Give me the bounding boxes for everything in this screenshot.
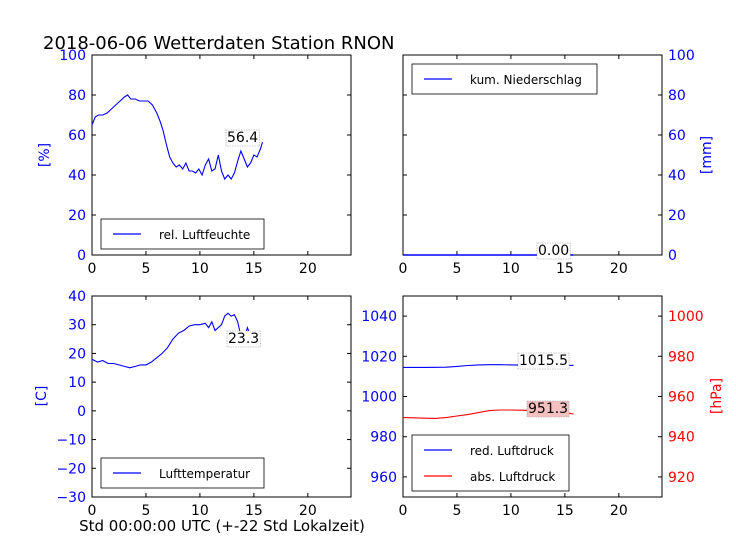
- y-tick-label: 980: [668, 349, 695, 365]
- y-tick-label: 1000: [361, 390, 397, 406]
- y-axis-label: [hPa]: [709, 378, 725, 414]
- y-tick-label: 10: [68, 375, 86, 391]
- value-label-abs-pressure-box: [526, 400, 570, 418]
- x-tick-label: 20: [299, 503, 317, 519]
- y-tick-label: 80: [68, 88, 86, 104]
- y-tick-label: 1020: [361, 349, 397, 365]
- series-line-humidity: [91, 94, 264, 181]
- plot-frame: [91, 54, 352, 256]
- value-label-abs-pressure: 951.3: [528, 401, 568, 417]
- value-label-humidity: 56.4: [227, 130, 258, 146]
- x-tick-label: 10: [191, 261, 209, 277]
- y-tick-label: 60: [668, 128, 686, 144]
- x-tick-label: 15: [245, 261, 263, 277]
- x-tick-label: 5: [452, 261, 461, 277]
- y-tick-label: 1000: [668, 309, 704, 325]
- y-tick-label: 960: [370, 470, 397, 486]
- legend-entry-label: Lufttemperatur: [159, 467, 250, 481]
- value-label-humidity-box: [225, 129, 260, 147]
- value-label-precipitation: 0.00: [538, 243, 569, 259]
- y-tick-label: 60: [68, 128, 86, 144]
- x-tick-label: 20: [299, 261, 317, 277]
- y-axis-label: [%]: [37, 143, 53, 167]
- x-tick-label: 15: [556, 261, 574, 277]
- y-tick-label: 960: [668, 390, 695, 406]
- y-tick-label: 20: [668, 208, 686, 224]
- x-tick-label: 20: [610, 503, 628, 519]
- y-tick-label: 0: [77, 404, 86, 420]
- x-tick-label: 0: [88, 261, 97, 277]
- y-tick-label: 40: [68, 289, 86, 305]
- x-tick-label: 5: [141, 503, 150, 519]
- x-axis-label: Std 00:00:00 UTC (+-22 Std Lokalzeit): [79, 517, 365, 535]
- y-tick-label: 1040: [361, 309, 397, 325]
- x-tick-label: 0: [399, 503, 408, 519]
- x-tick-label: 0: [88, 503, 97, 519]
- y-axis-label: [mm]: [699, 136, 715, 174]
- figure-title: 2018-06-06 Wetterdaten Station RNON: [43, 33, 394, 54]
- x-tick-label: 10: [502, 503, 520, 519]
- x-tick-label: 5: [141, 261, 150, 277]
- x-tick-label: 15: [556, 503, 574, 519]
- y-tick-label: −30: [56, 490, 86, 506]
- legend-entry-label: abs. Luftdruck: [470, 470, 555, 484]
- y-tick-label: 0: [77, 248, 86, 264]
- y-tick-label: 80: [668, 88, 686, 104]
- plot-frame: [91, 295, 352, 498]
- y-tick-label: 980: [370, 430, 397, 446]
- legend-entry-label: red. Luftdruck: [470, 444, 554, 458]
- y-tick-label: −10: [56, 433, 86, 449]
- x-tick-label: 0: [399, 261, 408, 277]
- y-tick-label: 920: [668, 470, 695, 486]
- value-label-red-pressure-box: [517, 352, 570, 370]
- legend-entry-label: kum. Niederschlag: [470, 73, 582, 87]
- y-axis-label: [C]: [34, 386, 50, 407]
- legend-entry-label: rel. Luftfeuchte: [159, 228, 250, 242]
- value-label-red-pressure: 1015.5: [519, 353, 568, 369]
- x-tick-label: 20: [610, 261, 628, 277]
- value-label-temperature-box: [226, 330, 261, 348]
- x-tick-label: 10: [502, 261, 520, 277]
- x-tick-label: 15: [245, 503, 263, 519]
- x-tick-label: 5: [452, 503, 461, 519]
- y-tick-label: 100: [59, 48, 86, 64]
- y-tick-label: 20: [68, 208, 86, 224]
- y-tick-label: 0: [668, 248, 677, 264]
- y-tick-label: 40: [68, 168, 86, 184]
- value-label-precipitation-box: [536, 242, 571, 260]
- x-tick-label: 10: [191, 503, 209, 519]
- pressure-panel: 0 5 10 15 20 960 980 1000 1020 1040 920 940 960 980 10…: [361, 295, 725, 519]
- y-tick-label: 40: [668, 168, 686, 184]
- y-tick-label: 940: [668, 430, 695, 446]
- y-tick-label: −20: [56, 461, 86, 477]
- y-tick-label: 30: [68, 318, 86, 334]
- y-tick-label: 20: [68, 346, 86, 362]
- humidity-panel: 0 5 10 15 20 0 20 40 60 80 100 [%] rel. Luftfeuchte 5…: [37, 48, 352, 277]
- legend-box: [411, 434, 570, 492]
- precipitation-panel: 0 5 10 15 20 0 20 40 60 80 100 [mm] kum. Niederschla…: [399, 48, 715, 277]
- value-label-temperature: 23.3: [228, 331, 259, 347]
- temperature-panel: 0 5 10 15 20 −30 −20 −10 0 10 20 30 40 [C] Lufttempera…: [34, 289, 352, 519]
- y-tick-label: 100: [668, 48, 695, 64]
